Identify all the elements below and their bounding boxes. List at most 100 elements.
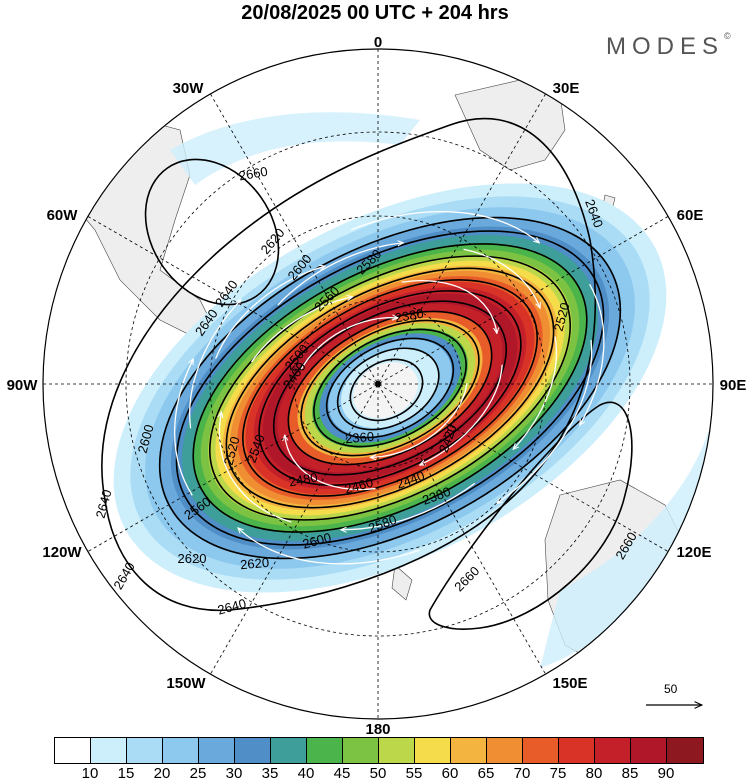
streamline	[189, 300, 283, 429]
streamline	[341, 482, 476, 552]
colorbar-tick-label: 45	[333, 765, 351, 782]
contour-label: 2660	[238, 164, 269, 184]
colorbar-swatch	[595, 738, 631, 763]
contour-label: 2460	[343, 475, 375, 497]
lon-label-30e: 30E	[553, 80, 580, 97]
colorbar-swatch	[523, 738, 559, 763]
lon-label-90e: 90E	[720, 377, 747, 394]
colorbar-swatch	[379, 738, 415, 763]
streamline	[350, 211, 539, 318]
colorbar-tick-label: 35	[261, 765, 279, 782]
contour-label: 2620	[240, 555, 270, 572]
streamline	[523, 283, 605, 425]
colorbar-swatch	[271, 738, 307, 763]
lon-label-60e: 60E	[677, 207, 704, 224]
graticule	[43, 49, 713, 719]
colorbar-swatch	[235, 738, 271, 763]
colorbar-tick-label: 55	[405, 765, 423, 782]
colorbar-tick-label: 20	[153, 765, 171, 782]
south-pole-marker	[375, 381, 381, 387]
colorbar-swatch	[559, 738, 595, 763]
lon-label-120w: 120W	[42, 544, 82, 561]
contour-2600	[175, 230, 605, 546]
band-10-core	[353, 362, 418, 419]
contour-2620	[158, 216, 622, 560]
colorbar-ticks: 10 15 20 25 30 35 40 45 50 55 60 65 70 75 80 85 90	[54, 764, 702, 782]
lon-label-30w: 30W	[173, 80, 205, 97]
longitude-labels: 0 30E 60E 90E 120E 150E 180 150W 120W 90…	[7, 34, 747, 737]
new-zealand-land	[391, 564, 413, 601]
streamline	[361, 383, 468, 467]
colorbar-tick-label: 30	[225, 765, 243, 782]
colorbar-swatch	[631, 738, 667, 763]
streamline	[215, 263, 340, 359]
colorbar-tick-label: 75	[549, 765, 567, 782]
colorbar-swatch	[199, 738, 235, 763]
colorbar-swatch	[415, 738, 451, 763]
map-boundary	[42, 48, 714, 720]
logo-text: MODES	[606, 33, 725, 60]
lon-label-90w: 90W	[7, 377, 39, 394]
contour-label: 2600	[135, 423, 157, 455]
contour-2580	[192, 243, 588, 533]
colorbar-swatch	[307, 738, 343, 763]
colorbar	[54, 737, 704, 764]
geopotential-contours	[101, 117, 633, 630]
map-title: 20/08/2025 00 UTC + 204 hrs	[241, 2, 509, 24]
wind-streamlines	[174, 211, 605, 565]
colorbar-tick-label: 10	[81, 765, 99, 782]
streamline	[300, 305, 398, 370]
contour-2660-se	[428, 401, 633, 630]
streamline	[251, 291, 358, 363]
contour-2440	[300, 319, 480, 457]
contour-2560	[208, 255, 572, 521]
contour-2660-nw	[144, 158, 280, 306]
colorbar-swatch	[127, 738, 163, 763]
colorbar-swatch	[55, 738, 91, 763]
contour-label: 2520	[551, 301, 573, 333]
contour-2520	[242, 279, 538, 497]
lon-label-60w: 60W	[47, 207, 79, 224]
reference-vector-label: 50	[664, 682, 678, 696]
modes-logo: MODES©	[606, 31, 731, 61]
wind-tongue-north	[170, 112, 420, 185]
contour-2380	[336, 347, 440, 431]
contour-label: 2620	[178, 551, 207, 566]
colorbar-tick-label: 65	[477, 765, 495, 782]
contour-2360	[349, 358, 424, 422]
colorbar-tick-label: 80	[585, 765, 603, 782]
streamline	[202, 407, 292, 523]
colorbar-tick-label: 25	[189, 765, 207, 782]
contour-label: 2640	[216, 596, 248, 618]
colorbar-swatch	[163, 738, 199, 763]
streamline	[463, 248, 540, 327]
contour-2640-outer	[101, 117, 597, 612]
streamline	[277, 230, 403, 306]
contour-2500	[258, 290, 522, 486]
streamline	[396, 364, 503, 466]
streamline	[238, 457, 420, 565]
streamline	[174, 359, 194, 496]
contour-2400	[325, 337, 455, 439]
lon-label-120e: 120E	[676, 544, 711, 561]
contour-label: 2640	[93, 488, 115, 520]
colorbar-tick-label: 90	[657, 765, 675, 782]
streamline	[401, 280, 500, 361]
colorbar-tick-label: 85	[621, 765, 639, 782]
colorbar-tick-label: 15	[117, 765, 135, 782]
streamline	[450, 339, 593, 503]
contour-label: 2360	[345, 429, 375, 446]
lon-label-150e: 150E	[552, 675, 587, 692]
streamline	[281, 409, 376, 491]
wind-tongue-east	[540, 420, 713, 668]
lon-label-150w: 150W	[166, 675, 206, 692]
logo-mark: ©	[724, 31, 731, 41]
contour-2460	[287, 310, 493, 466]
colorbar-tick-label: 40	[297, 765, 315, 782]
colorbar-swatch	[343, 738, 379, 763]
lon-label-180: 180	[365, 721, 390, 737]
colorbar-swatch	[451, 738, 487, 763]
contour-2420	[313, 328, 467, 448]
colorbar-tick-label: 50	[369, 765, 387, 782]
colorbar-swatch	[667, 738, 703, 763]
